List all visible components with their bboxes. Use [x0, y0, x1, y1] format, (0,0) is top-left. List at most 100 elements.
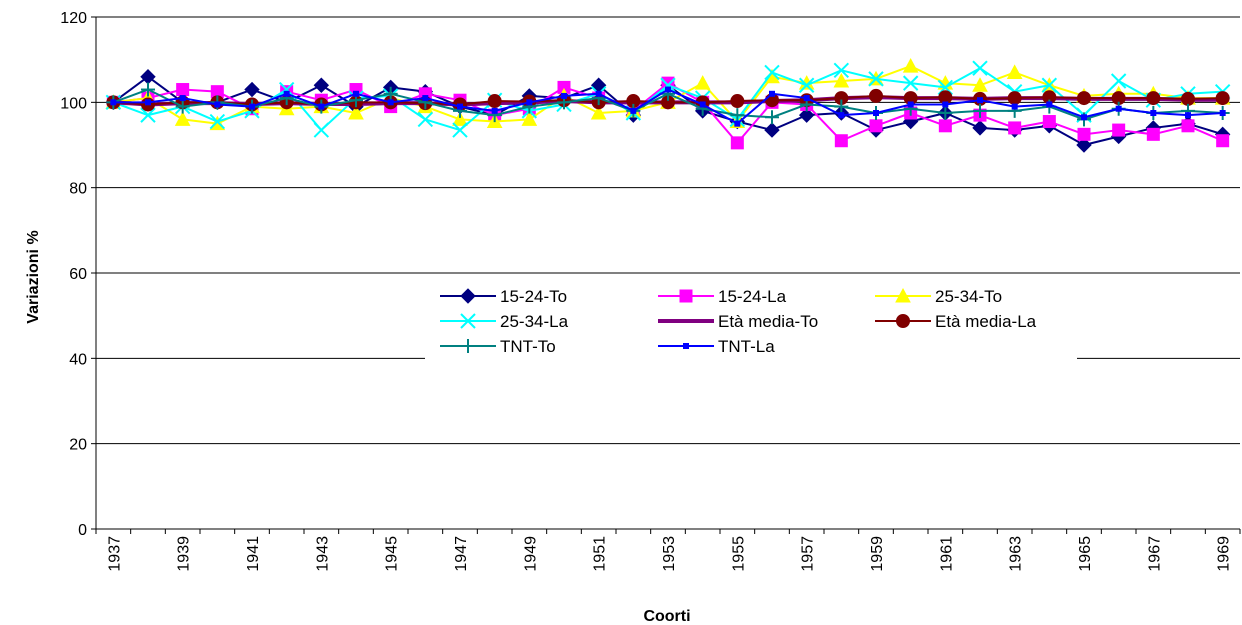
plot-series	[105, 58, 1231, 153]
data-point	[764, 64, 780, 81]
legend-marker	[460, 313, 476, 329]
legend-entry: 25-34-La	[440, 312, 569, 331]
data-point	[526, 99, 533, 106]
data-point	[868, 71, 884, 87]
legend-label: TNT-La	[718, 337, 775, 356]
x-tick-label: 1951	[592, 536, 609, 572]
data-point	[764, 122, 780, 138]
y-tick-label: 0	[78, 522, 87, 539]
x-tick-label: 1949	[522, 536, 539, 572]
data-point	[838, 112, 845, 119]
y-tick-label: 40	[69, 351, 87, 368]
data-point	[730, 94, 745, 109]
data-point	[387, 99, 394, 106]
legend-label: 15-24-La	[718, 287, 787, 306]
data-point	[873, 110, 879, 116]
data-point	[972, 60, 988, 76]
legend-label: 15-24-To	[500, 287, 567, 306]
legend-marker	[896, 314, 910, 328]
data-point	[249, 103, 255, 110]
legend-label: TNT-To	[500, 337, 556, 356]
data-point	[902, 75, 919, 91]
legend-marker	[679, 289, 693, 303]
data-point	[834, 99, 849, 114]
legend-entry: TNT-To	[440, 337, 556, 356]
x-tick-label: 1961	[938, 536, 955, 572]
data-point	[1110, 73, 1127, 89]
x-tick-label: 1965	[1077, 536, 1094, 572]
data-point	[1150, 110, 1157, 116]
x-tick-labels: 1937 1939 1941 1943 1945 1947 1949 1951 1953 1955…	[106, 536, 1232, 572]
data-point	[798, 107, 815, 123]
x-tick-label: 1937	[106, 536, 123, 572]
x-tick-label: 1943	[314, 536, 331, 572]
data-point	[348, 104, 364, 120]
data-point	[452, 111, 468, 126]
data-point	[1219, 110, 1226, 116]
y-tick-labels: 0 20 40 60 80 100 120	[60, 10, 87, 539]
data-point	[833, 72, 850, 88]
data-point	[803, 95, 810, 102]
y-tick-label: 60	[69, 266, 87, 283]
data-point	[1077, 127, 1091, 141]
data-point	[1215, 91, 1230, 106]
data-point	[214, 101, 221, 108]
data-point	[244, 81, 260, 98]
data-point	[769, 90, 775, 97]
data-point	[1112, 123, 1126, 137]
data-point	[209, 113, 226, 130]
legend-marker	[461, 339, 475, 353]
data-point	[972, 120, 988, 136]
data-point	[938, 106, 953, 120]
axes	[91, 16, 1241, 534]
data-point	[561, 92, 567, 99]
data-point	[110, 99, 117, 106]
data-point	[869, 88, 883, 103]
data-point	[313, 122, 330, 138]
data-point	[353, 90, 359, 97]
legend-entry: TNT-La	[658, 337, 775, 356]
data-point	[869, 119, 883, 133]
data-point	[278, 81, 295, 98]
data-point	[1011, 103, 1018, 110]
data-point	[1115, 105, 1122, 112]
legend-label: Età media-La	[935, 312, 1037, 331]
data-point	[833, 62, 850, 79]
legend-entry: 15-24-La	[658, 287, 787, 306]
data-point	[1076, 137, 1092, 153]
data-point	[1042, 115, 1056, 129]
x-tick-label: 1963	[1008, 536, 1025, 572]
data-point	[174, 111, 191, 126]
data-point	[694, 75, 711, 90]
x-tick-label: 1967	[1146, 536, 1163, 572]
x-tick-label: 1941	[245, 536, 262, 572]
data-point	[630, 107, 637, 114]
data-point	[1181, 91, 1195, 106]
data-point	[1146, 127, 1160, 141]
data-point	[1185, 112, 1191, 119]
data-point	[176, 83, 190, 97]
legend: 15-24-To 15-24-La 25-34-To 25-34-La Età medi…	[425, 281, 1077, 365]
data-point	[1007, 91, 1022, 106]
data-point	[422, 95, 429, 102]
legend-entry: Età media-La	[875, 312, 1037, 331]
data-point	[383, 86, 398, 101]
legend-label: 25-34-La	[500, 312, 569, 331]
legend-entry: 15-24-To	[440, 287, 567, 306]
data-point	[1077, 91, 1091, 106]
x-tick-label: 1953	[661, 536, 678, 572]
data-point	[665, 86, 671, 93]
data-point	[417, 111, 434, 128]
data-point	[734, 120, 741, 127]
data-point	[1081, 114, 1087, 121]
data-point	[175, 99, 190, 114]
data-point	[1216, 134, 1230, 148]
data-point	[973, 103, 987, 118]
data-point	[318, 103, 325, 110]
data-point	[487, 94, 502, 109]
x-tick-label: 1959	[869, 536, 886, 572]
data-point	[179, 95, 186, 102]
data-point	[141, 82, 155, 97]
x-tick-label: 1955	[730, 536, 747, 572]
